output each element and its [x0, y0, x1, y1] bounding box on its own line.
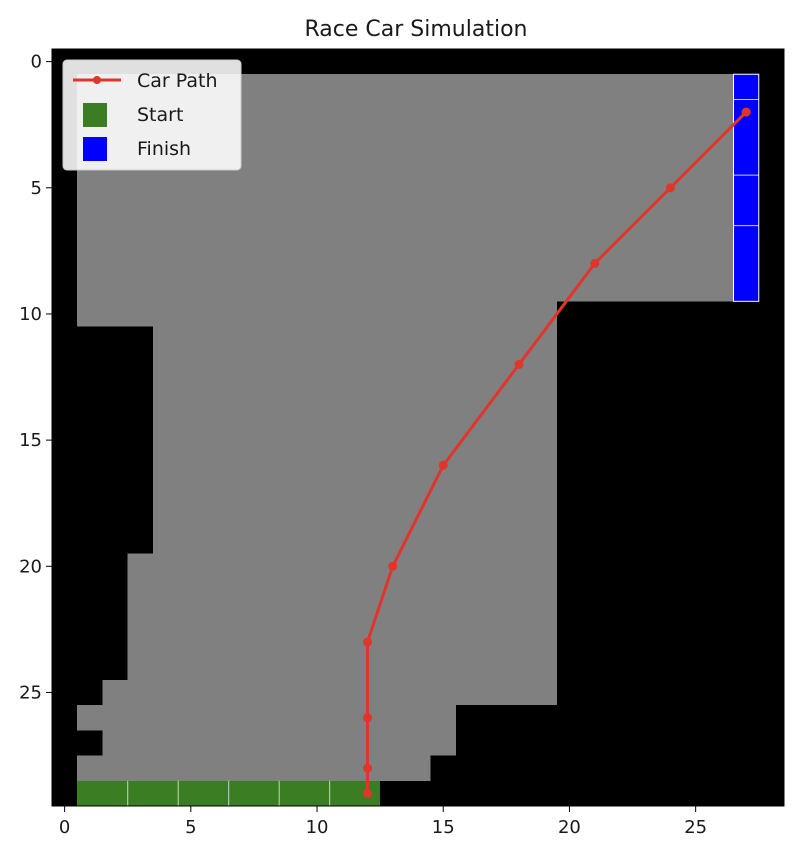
x-tick-label: 10 — [306, 817, 329, 838]
legend-label: Car Path — [137, 70, 218, 92]
y-tick-label: 25 — [19, 682, 42, 703]
y-tick-label: 10 — [19, 304, 42, 325]
track-cells — [102, 679, 557, 706]
plot-area — [52, 49, 784, 806]
track-cells — [127, 553, 557, 680]
legend-box — [62, 59, 242, 171]
x-tick-label: 5 — [185, 817, 196, 838]
legend-car-path-marker — [93, 76, 101, 84]
x-tick-label: 25 — [684, 817, 707, 838]
x-tick-label: 20 — [558, 817, 581, 838]
plot-frame — [51, 48, 785, 807]
legend-label: Finish — [137, 138, 191, 160]
track-cells — [77, 301, 557, 327]
track-cells — [102, 730, 456, 756]
car-path-point — [438, 460, 448, 470]
chart-title: Race Car Simulation — [305, 17, 528, 42]
legend-label: Start — [137, 104, 183, 126]
car-path-line — [366, 111, 748, 794]
y-tick-label: 15 — [19, 430, 42, 451]
track-cells — [77, 705, 456, 731]
y-tick-label: 5 — [31, 178, 42, 199]
y-tick-label: 0 — [31, 52, 42, 73]
x-tick-label: 0 — [59, 817, 70, 838]
car-path-point — [514, 359, 524, 369]
car-path-point — [363, 788, 373, 798]
car-path-point — [741, 107, 751, 117]
car-path-point — [363, 763, 373, 773]
car-path-point — [388, 561, 398, 571]
legend-finish-swatch — [83, 137, 107, 161]
axes: 0 5 10 15 20 25 0 5 10 15 20 25 — [19, 48, 785, 838]
x-tick-label: 15 — [432, 817, 455, 838]
track-cells — [77, 755, 431, 781]
car-path-point — [590, 258, 600, 268]
y-tick-label: 20 — [19, 556, 42, 577]
car-path-point — [363, 637, 373, 647]
car-path-point — [363, 713, 373, 723]
legend-start-swatch — [83, 103, 107, 127]
legend: Car Path Start Finish — [62, 59, 242, 171]
car-path-point — [665, 183, 675, 193]
track-cells — [152, 326, 557, 554]
